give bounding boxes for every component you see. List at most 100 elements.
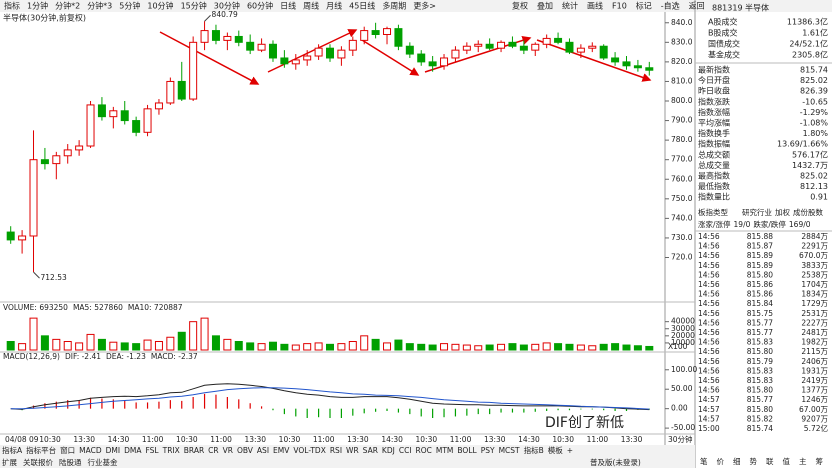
indicator-tab[interactable]: MCST [499,446,520,455]
y-tick-label: 10000 [671,338,695,347]
toolbar-item[interactable]: 多周期 [382,1,406,11]
indicator-tab[interactable]: FSL [145,446,159,455]
volume-bar [440,343,449,351]
toolbar-item[interactable]: 45日线 [349,1,375,11]
indicator-tab[interactable]: VOL-TDX [293,446,325,455]
indicator-tab[interactable]: EMV [273,446,290,455]
volume-bar [132,343,141,351]
indicator-tab[interactable]: CR [208,446,218,455]
x-tick-label: 11:00 [450,435,472,444]
side-tab[interactable]: 主 [799,456,807,466]
volume-bar [154,341,163,351]
side-tab[interactable]: 价 [717,457,725,466]
indicator-tab[interactable]: MACD [79,446,102,455]
indicator-tab[interactable]: DMI [106,446,120,455]
row-value: 825.02 [800,76,828,85]
toolbar-item[interactable]: 叠加 [537,1,553,11]
toolbar-item[interactable]: F10 [612,2,627,11]
indicator-tab[interactable]: + [567,446,573,455]
side-tab[interactable]: 筹 [816,456,824,466]
bottom-tab[interactable]: 关联报价 [23,457,53,467]
candle-body [576,47,585,53]
volume-bar [109,341,118,351]
toolbar-item[interactable]: 分钟*2 [55,1,80,11]
side-tab[interactable]: 联 [766,457,774,466]
toolbar-item[interactable]: 复权 [512,1,528,11]
candle-body [565,41,574,53]
bottom-tab[interactable]: 陆股通 [59,457,82,467]
trade-time: 14:56 [698,280,720,289]
toolbar-item[interactable]: 统计 [562,1,578,11]
indicator-tab[interactable]: DMA [124,446,142,455]
trade-volume: 1704万 [801,280,828,289]
trade-price: 815.80 [747,405,773,414]
toolbar-item[interactable]: 返回 [689,2,705,11]
indicator-tab[interactable]: 指标A [2,445,23,455]
candle-body [120,110,129,122]
volume-bar [451,343,460,351]
chart-title: 半导体(30分钟,前复权) [3,13,86,23]
volume-bar [417,343,426,351]
legend-entry: VOLUME: 693250 [3,303,68,312]
row-value: 24/52.1亿 [789,39,828,49]
x-tick-label: 11:00 [587,435,609,444]
toolbar-item[interactable]: 30分钟 [214,1,240,11]
indicator-tab[interactable]: ASI [257,446,269,455]
indicator-tab[interactable]: 指标B [524,445,544,455]
indicator-tab[interactable]: BOLL [457,446,477,455]
trade-volume: 2419万 [801,376,828,385]
side-tab[interactable]: 值 [783,456,791,466]
trade-price: 815.89 [747,251,773,260]
toolbar-item[interactable]: 10分钟 [147,1,173,11]
candle-body [177,80,186,100]
toolbar-item[interactable]: 标记 [636,1,652,11]
indicator-tab[interactable]: 指标平台 [26,445,56,455]
indicator-tab[interactable]: MTM [436,446,454,455]
toolbar-item[interactable]: 15分钟 [181,1,207,11]
toolbar-item[interactable]: -自选 [661,1,680,11]
indicator-tab[interactable]: 窗口 [60,445,75,455]
indicator-tab[interactable]: CCI [399,446,412,455]
volume-bar [394,339,403,351]
indicator-tab[interactable]: OBV [237,446,254,455]
side-tab[interactable]: 笔 [700,456,708,466]
toolbar-item[interactable]: 日线 [280,1,296,11]
volume-bar [497,343,506,351]
toolbar-item[interactable]: 分钟*3 [87,1,112,11]
candle-body [588,45,597,49]
indicator-tab[interactable]: PSY [481,446,495,455]
indicator-tab[interactable]: VR [223,446,233,455]
toolbar-item[interactable]: 画线 [587,1,603,11]
indicator-tab[interactable]: SAR [363,446,378,455]
indicator-tab[interactable]: 模板 [548,445,563,455]
annotation: DIF创了新低 [545,415,624,431]
toolbar-item[interactable]: 周线 [303,1,319,11]
indicator-tab[interactable]: RSI [330,446,342,455]
row-label: 基金成交 [708,50,740,60]
bottom-tab[interactable]: 行业基金 [88,457,118,467]
toolbar-item[interactable]: 更多> [413,1,436,11]
volume-bar [474,345,483,351]
indicator-tab[interactable]: KDJ [382,446,395,455]
side-tab[interactable]: 势 [750,456,758,466]
x-tick-label: 11:00 [142,435,164,444]
name: 半导体 [745,3,769,13]
toolbar-item[interactable]: 5分钟 [119,1,140,11]
trade-price: 815.84 [747,299,773,308]
toolbar-item[interactable]: 60分钟 [247,1,273,11]
indicator-tab[interactable]: ROC [416,446,432,455]
candle-body [52,155,61,165]
side-tab[interactable]: 细 [733,456,741,466]
toolbar-item[interactable]: 1分钟 [27,1,48,11]
x-tick-label: 14:30 [108,435,130,444]
bottom-tab[interactable]: 扩展 [2,457,17,467]
volume-bar [519,344,528,351]
indicator-tab[interactable]: TRIX [162,446,180,455]
row-value: 11386.3亿 [787,17,828,27]
volume-bar [405,343,414,351]
row-value: 1432.7万 [792,161,828,170]
indicator-tab[interactable]: WR [346,446,359,455]
toolbar-item[interactable]: 指标 [4,1,20,11]
indicator-tab[interactable]: BRAR [184,446,204,455]
toolbar-item[interactable]: 月线 [326,1,342,11]
